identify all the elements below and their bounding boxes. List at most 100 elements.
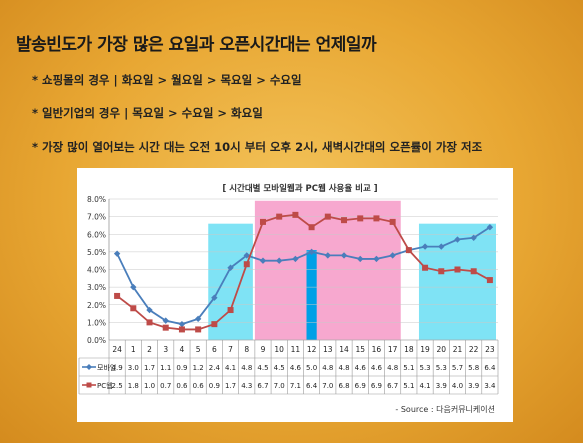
table-value: 4.6 — [371, 364, 383, 372]
x-category-label: 4 — [180, 345, 185, 354]
table-value: 4.8 — [322, 364, 333, 372]
data-point-pc — [422, 264, 429, 271]
table-value: 1.7 — [225, 382, 236, 390]
data-point-mobile — [389, 252, 396, 259]
data-point-mobile — [275, 257, 283, 264]
y-tick-label: 7.0% — [87, 213, 106, 222]
data-point-mobile — [243, 252, 250, 259]
table-value: 3.0 — [128, 364, 139, 372]
x-category-label: 16 — [372, 345, 382, 354]
table-value: 6.9 — [355, 382, 366, 390]
table-value: 6.7 — [387, 382, 398, 390]
data-point-mobile — [340, 252, 348, 259]
data-point-mobile — [113, 250, 121, 257]
x-category-label: 22 — [469, 345, 479, 354]
x-category-label: 11 — [291, 345, 301, 354]
x-category-label: 20 — [436, 345, 446, 354]
highlight-band-pink-1 — [254, 200, 401, 340]
x-category-label: 21 — [453, 345, 463, 354]
x-category-label: 23 — [485, 345, 495, 354]
table-value: 3.4 — [484, 382, 496, 390]
y-tick-label: 5.0% — [87, 248, 106, 257]
x-category-label: 2 — [147, 345, 152, 354]
y-tick-label: 2.0% — [87, 301, 106, 310]
x-category-label: 15 — [355, 345, 365, 354]
table-value: 1.2 — [193, 364, 204, 372]
table-value: 5.3 — [419, 364, 430, 372]
data-point-pc — [486, 277, 493, 284]
bullet-open-time: * 가장 많이 열어보는 시간 대는 오전 10시 부터 오후 2시, 새벽시간… — [32, 140, 483, 154]
table-value: 4.1 — [225, 364, 236, 372]
table-value: 1.1 — [160, 364, 171, 372]
data-point-pc — [389, 218, 396, 225]
chart-title: [ 시간대별 모바일웹과 PC웹 사용율 비교 ] — [222, 183, 377, 194]
table-value: 2.4 — [209, 364, 221, 372]
table-value: 2.5 — [112, 382, 123, 390]
x-category-label: 19 — [420, 345, 430, 354]
data-point-mobile — [324, 252, 332, 259]
x-category-label: 17 — [388, 345, 398, 354]
table-value: 5.8 — [468, 364, 479, 372]
table-value: 0.6 — [193, 382, 205, 390]
data-point-mobile — [146, 306, 153, 314]
table-value: 6.7 — [257, 382, 268, 390]
table-value: 4.5 — [274, 364, 285, 372]
data-point-mobile — [292, 255, 299, 263]
table-value: 4.8 — [387, 364, 398, 372]
data-point-pc — [227, 307, 234, 314]
legend-label: PC웹 — [97, 381, 113, 390]
data-point-pc — [259, 218, 266, 225]
x-category-label: 12 — [307, 345, 317, 354]
table-value: 6.8 — [338, 382, 349, 390]
data-point-mobile — [211, 294, 218, 301]
data-point-pc — [470, 268, 477, 275]
x-category-label: 3 — [163, 345, 168, 354]
table-value: 5.1 — [403, 364, 414, 372]
data-point-mobile — [308, 248, 315, 256]
x-category-label: 5 — [196, 345, 201, 354]
table-value: 4.5 — [257, 364, 268, 372]
table-value: 0.9 — [176, 364, 187, 372]
table-value: 4.6 — [290, 364, 302, 372]
table-value: 3.9 — [468, 382, 479, 390]
bullet-general-company: * 일반기업의 경우 | 목요일 > 수요일 > 화요일 — [32, 106, 263, 120]
data-point-mobile — [130, 283, 137, 291]
data-point-mobile — [259, 257, 267, 264]
table-value: 5.0 — [306, 364, 317, 372]
x-category-label: 9 — [261, 345, 266, 354]
highlight-band-cyan-0 — [208, 223, 253, 340]
data-point-mobile — [227, 264, 234, 271]
data-point-pc — [341, 217, 348, 224]
legend-label: 모바일 — [97, 363, 116, 372]
table-value: 0.9 — [209, 382, 220, 390]
table-value: 0.6 — [176, 382, 188, 390]
data-point-pc — [357, 215, 364, 222]
data-point-pc — [114, 292, 121, 299]
y-tick-label: 4.0% — [87, 266, 106, 275]
chart-container: 0.0% 1.0% 2.0% 3.0% 4.0% 5.0% 6.0% 7.0% 8.0% 24 1… — [77, 168, 513, 422]
table-value: 6.4 — [306, 382, 318, 390]
data-point-mobile — [470, 234, 477, 241]
highlight-band-cyan-3 — [418, 223, 496, 340]
table-value: 5.7 — [452, 364, 463, 372]
data-point-mobile — [373, 255, 380, 263]
table-value: 4.0 — [452, 382, 463, 390]
table-value: 5.3 — [436, 364, 447, 372]
data-point-pc — [292, 211, 299, 218]
data-point-pc — [438, 268, 445, 275]
data-point-mobile — [438, 243, 445, 250]
table-value: 4.9 — [112, 364, 123, 372]
data-point-pc — [178, 326, 185, 333]
y-tick-label: 6.0% — [87, 230, 106, 239]
y-tick-label: 8.0% — [87, 195, 106, 204]
table-value: 4.1 — [419, 382, 430, 390]
x-category-label: 18 — [404, 345, 414, 354]
data-point-pc — [454, 266, 461, 273]
highlight-band-blue-2 — [306, 250, 317, 340]
bullet-shopping-mall: * 쇼핑몰의 경우 | 화요일 > 월요일 > 목요일 > 수요일 — [32, 73, 302, 87]
x-category-label: 1 — [131, 345, 136, 354]
y-tick-label: 3.0% — [87, 283, 106, 292]
data-point-pc — [405, 247, 412, 254]
data-point-mobile — [194, 315, 202, 323]
x-category-label: 14 — [339, 345, 349, 354]
